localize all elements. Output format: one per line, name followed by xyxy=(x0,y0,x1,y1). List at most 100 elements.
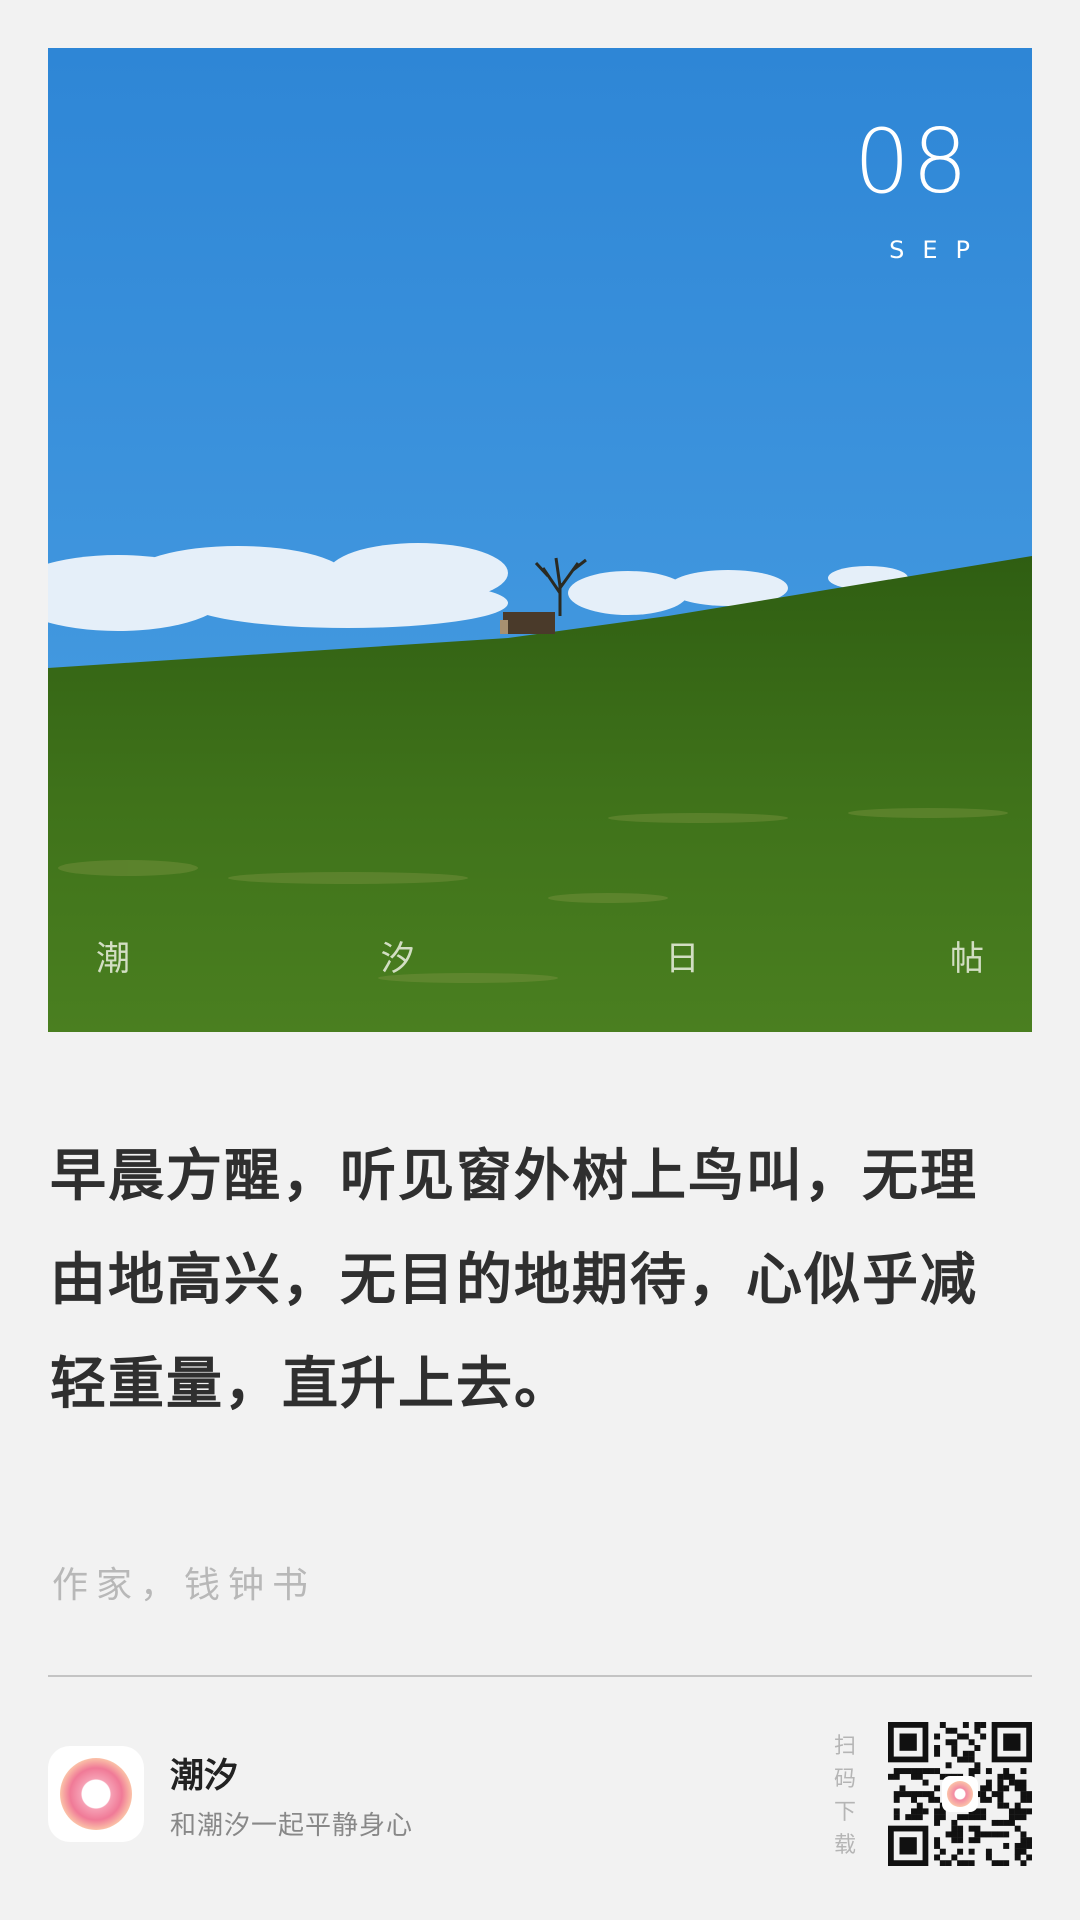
scan-to-download-label: 扫码下载 xyxy=(833,1734,856,1858)
qr-module xyxy=(911,1796,917,1803)
qr-module xyxy=(1020,1779,1027,1786)
qr-module xyxy=(1003,1842,1010,1849)
qr-module xyxy=(934,1750,941,1757)
qr-module xyxy=(957,1848,964,1855)
qr-module xyxy=(980,1814,987,1821)
qr-module xyxy=(974,1814,981,1821)
qr-module xyxy=(939,1808,946,1815)
download-qr-code[interactable] xyxy=(888,1722,1032,1866)
qr-module xyxy=(928,1768,935,1775)
quote-text: 早晨方醒，听见窗外树上鸟叫，无理 由地高兴，无目的地期待，心似乎减 轻重量，直升… xyxy=(50,1125,1010,1437)
qr-module xyxy=(1020,1785,1027,1792)
qr-module xyxy=(1003,1819,1010,1826)
qr-module xyxy=(922,1791,929,1798)
qr-module xyxy=(991,1860,998,1866)
qr-module xyxy=(1008,1773,1015,1780)
qr-module xyxy=(951,1745,958,1751)
date-month: SEP xyxy=(889,236,988,264)
brand-char: 帖 xyxy=(949,939,984,979)
qr-module xyxy=(893,1773,900,1780)
qr-module xyxy=(934,1854,941,1861)
qr-logo-icon xyxy=(942,1776,978,1812)
qr-module xyxy=(957,1837,964,1844)
qr-module xyxy=(957,1733,964,1740)
qr-module xyxy=(911,1773,917,1780)
qr-module xyxy=(1003,1831,1010,1838)
qr-module xyxy=(968,1750,975,1757)
qr-module xyxy=(1014,1854,1021,1861)
qr-module xyxy=(1008,1779,1015,1786)
qr-module xyxy=(951,1727,958,1734)
qr-module xyxy=(1014,1808,1021,1815)
qr-module xyxy=(1014,1802,1021,1809)
qr-module xyxy=(911,1814,917,1821)
quote-line: 轻重量，直升上去。 xyxy=(50,1352,572,1417)
qr-module xyxy=(911,1768,917,1775)
qr-module xyxy=(934,1814,941,1821)
qr-module xyxy=(980,1785,987,1792)
qr-module xyxy=(1003,1733,1021,1751)
qr-module xyxy=(916,1814,923,1821)
qr-module xyxy=(991,1831,998,1838)
qr-module xyxy=(899,1733,917,1751)
qr-module xyxy=(957,1814,964,1821)
landscape-photo: 08 SEP 潮 汐 日 帖 xyxy=(48,48,1032,1032)
qr-module xyxy=(893,1808,900,1815)
qr-module xyxy=(934,1733,941,1740)
qr-module xyxy=(951,1739,958,1746)
qr-module xyxy=(968,1837,975,1844)
qr-module xyxy=(1003,1768,1010,1775)
qr-module xyxy=(957,1756,964,1763)
qr-module xyxy=(962,1860,969,1866)
quote-line: 早晨方醒，听见窗外树上鸟叫，无理 xyxy=(50,1144,978,1209)
qr-module xyxy=(1026,1796,1032,1803)
tide-logo-icon xyxy=(60,1758,132,1830)
qr-module xyxy=(922,1768,929,1775)
qr-module xyxy=(968,1768,975,1775)
qr-module xyxy=(974,1768,981,1775)
qr-module xyxy=(899,1791,906,1798)
qr-module xyxy=(1020,1860,1027,1866)
qr-module xyxy=(985,1785,992,1792)
qr-module xyxy=(1008,1814,1015,1821)
qr-module xyxy=(945,1762,952,1769)
qr-module xyxy=(985,1854,992,1861)
qr-module xyxy=(945,1727,952,1734)
qr-module xyxy=(951,1819,958,1826)
qr-module xyxy=(968,1848,975,1855)
qr-module xyxy=(951,1825,958,1832)
qr-module xyxy=(985,1768,992,1775)
qr-module xyxy=(1020,1842,1027,1849)
qr-module xyxy=(980,1791,987,1798)
qr-module xyxy=(1026,1854,1032,1861)
qr-module xyxy=(962,1750,969,1757)
app-slogan: 和潮汐一起平静身心 xyxy=(170,1811,414,1841)
qr-module xyxy=(968,1756,975,1763)
qr-module xyxy=(1026,1842,1032,1849)
qr-module xyxy=(1008,1808,1015,1815)
qr-module xyxy=(1020,1791,1027,1798)
qr-module xyxy=(997,1802,1004,1809)
qr-module xyxy=(997,1819,1004,1826)
quote-line: 由地高兴，无目的地期待，心似乎减 xyxy=(50,1248,978,1313)
qr-module xyxy=(968,1860,975,1866)
qr-module xyxy=(1003,1860,1010,1866)
qr-module xyxy=(1014,1779,1021,1786)
qr-module xyxy=(899,1768,906,1775)
qr-module xyxy=(991,1791,998,1798)
qr-module xyxy=(957,1860,964,1866)
quote-author: 作家，钱钟书 xyxy=(52,1565,317,1606)
qr-module xyxy=(974,1722,981,1728)
qr-module xyxy=(997,1831,1004,1838)
qr-module xyxy=(934,1837,941,1844)
qr-module xyxy=(934,1768,941,1775)
qr-module xyxy=(957,1825,964,1832)
qr-module xyxy=(974,1762,981,1769)
qr-module xyxy=(1014,1814,1021,1821)
qr-module xyxy=(980,1722,987,1728)
qr-module xyxy=(934,1808,941,1815)
date-day: 08 xyxy=(854,110,970,213)
qr-module xyxy=(951,1831,958,1838)
qr-module xyxy=(985,1796,992,1803)
